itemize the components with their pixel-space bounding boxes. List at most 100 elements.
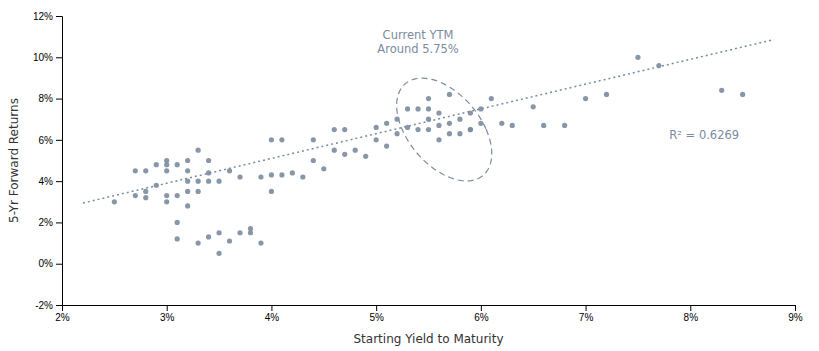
point: [206, 158, 211, 163]
x-tick: 2%: [55, 305, 70, 323]
x-tick-mark: [376, 305, 377, 311]
point: [175, 193, 180, 198]
point: [143, 168, 148, 173]
x-tick-mark: [271, 305, 272, 311]
point: [216, 179, 221, 184]
point: [133, 168, 138, 173]
x-axis: 2%3%4%5%6%7%8%9%: [55, 305, 803, 323]
y-tick: 4%: [39, 176, 62, 187]
point: [499, 121, 504, 126]
point: [415, 106, 420, 111]
point: [185, 203, 190, 208]
point: [185, 189, 190, 194]
point: [436, 110, 441, 115]
point: [384, 143, 389, 148]
point: [426, 106, 431, 111]
y-tick: 10%: [33, 52, 62, 63]
point: [227, 238, 232, 243]
y-tick-label: -2%: [35, 300, 53, 311]
x-tick: 3%: [160, 305, 175, 323]
point: [415, 127, 420, 132]
point: [562, 123, 567, 128]
point: [541, 123, 546, 128]
point: [279, 137, 284, 142]
point: [436, 123, 441, 128]
point: [164, 199, 169, 204]
marks: [83, 40, 774, 256]
x-tick-mark: [586, 305, 587, 311]
point: [321, 166, 326, 171]
point: [143, 195, 148, 200]
point: [258, 240, 263, 245]
points: [112, 55, 745, 256]
x-tick-mark: [690, 305, 691, 311]
point: [154, 162, 159, 167]
point: [196, 179, 201, 184]
y-tick-mark: [56, 181, 62, 182]
point: [269, 172, 274, 177]
point: [269, 137, 274, 142]
point: [185, 158, 190, 163]
y-tick-mark: [56, 99, 62, 100]
y-tick-label: 8%: [39, 93, 54, 104]
point: [457, 117, 462, 122]
point: [740, 92, 745, 97]
point: [332, 127, 337, 132]
y-tick: -2%: [35, 300, 62, 311]
y-tick-mark: [56, 57, 62, 58]
y-tick-label: 10%: [33, 52, 53, 63]
trend-line: [83, 40, 774, 203]
point: [510, 123, 515, 128]
point: [258, 174, 263, 179]
chart: 2%3%4%5%6%7%8%9%-2%0%2%4%6%8%10%12%R² = …: [0, 0, 819, 351]
point: [405, 106, 410, 111]
point: [206, 179, 211, 184]
point: [279, 172, 284, 177]
point: [185, 168, 190, 173]
y-axis: -2% 0% 2% 4% 6% 8% 10% 12%: [33, 11, 63, 311]
point: [604, 92, 609, 97]
point: [216, 251, 221, 256]
x-tick-mark: [167, 305, 168, 311]
point: [353, 148, 358, 153]
point: [175, 220, 180, 225]
point: [311, 158, 316, 163]
point: [175, 162, 180, 167]
point: [237, 230, 242, 235]
x-tick-label: 6%: [474, 312, 489, 323]
point: [175, 236, 180, 241]
y-tick-label: 6%: [39, 135, 54, 146]
point: [583, 96, 588, 101]
x-tick-mark: [795, 305, 796, 311]
y-tick-label: 12%: [33, 11, 53, 22]
point: [112, 199, 117, 204]
point: [374, 137, 379, 142]
x-tick-label: 2%: [55, 312, 70, 323]
point: [436, 137, 441, 142]
point: [332, 148, 337, 153]
point: [384, 121, 389, 126]
point: [196, 189, 201, 194]
point: [206, 234, 211, 239]
x-axis-title: Starting Yield to Maturity: [353, 332, 503, 346]
x-tick: 6%: [474, 305, 489, 323]
point: [468, 127, 473, 132]
x-tick-label: 5%: [369, 312, 384, 323]
ellipse: [397, 78, 492, 181]
y-tick-mark: [56, 140, 62, 141]
x-axis-line: [63, 306, 796, 312]
x-tick-label: 7%: [579, 312, 594, 323]
y-tick: 8%: [39, 93, 62, 104]
point: [394, 131, 399, 136]
y-tick-label: 4%: [39, 176, 54, 187]
point: [311, 137, 316, 142]
point: [164, 162, 169, 167]
point: [248, 226, 253, 231]
point: [447, 92, 452, 97]
annotation: R² = 0.6269: [669, 128, 739, 142]
x-tick: 8%: [684, 305, 699, 323]
y-tick-label: 2%: [39, 217, 54, 228]
y-tick: 0%: [39, 258, 62, 269]
point: [447, 121, 452, 126]
point: [447, 131, 452, 136]
